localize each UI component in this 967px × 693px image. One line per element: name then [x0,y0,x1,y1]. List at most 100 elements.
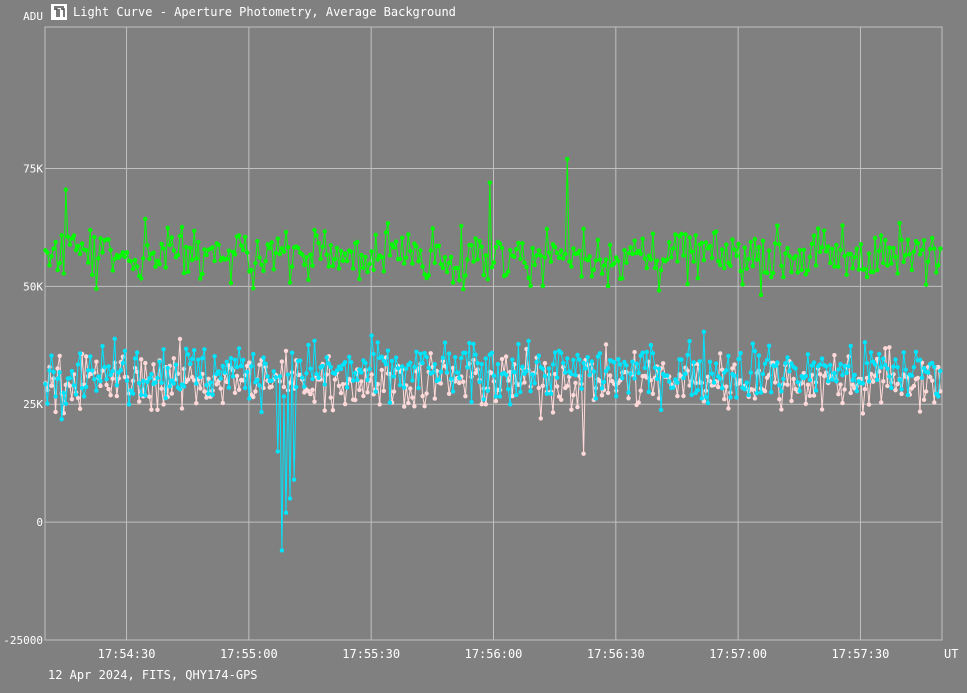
data-point [932,364,937,370]
data-point [177,387,183,392]
data-point [634,361,639,366]
data-point [679,231,684,236]
data-point [520,364,525,369]
data-point [163,265,168,270]
data-point [544,391,550,396]
data-point [585,258,590,263]
data-point [495,362,501,367]
data-point [679,357,684,362]
data-point [134,264,140,269]
series-3 [43,336,943,456]
data-point [190,374,195,380]
chart-title: Light Curve - Aperture Photometry, Avera… [73,5,456,19]
data-point [848,251,853,257]
data-point [911,365,917,370]
data-point [241,357,246,363]
data-point [848,390,853,396]
data-point [190,356,195,362]
data-point [371,267,376,272]
data-point [897,220,902,226]
data-point [687,338,692,344]
data-point [589,359,594,364]
data-point [923,389,929,394]
data-point [181,384,187,389]
data-point [63,401,68,406]
data-point [707,378,713,384]
data-point [473,370,478,376]
data-point [711,380,717,385]
data-point [771,270,776,276]
data-point [428,351,433,356]
data-point [850,378,855,383]
data-point [86,368,91,373]
data-point [232,252,238,257]
data-point [49,383,54,388]
data-point [803,401,808,406]
data-point [828,260,833,266]
data-point [930,235,935,241]
data-point [108,247,113,253]
data-point [365,377,370,383]
data-point [938,246,943,251]
data-point [289,264,295,269]
data-point [569,371,574,377]
data-point [53,239,58,245]
data-point [832,353,837,358]
data-point [400,364,405,369]
data-point [923,282,929,287]
data-point [410,261,415,266]
data-point [147,256,152,262]
data-point [147,394,152,399]
data-point [198,386,203,391]
data-point [881,356,886,361]
data-point [271,267,276,272]
data-point [750,263,755,269]
data-point [630,359,635,364]
data-point [155,258,160,263]
data-point [481,272,486,278]
data-point [685,281,690,287]
data-point [693,380,698,386]
data-point [605,390,611,396]
data-point [422,272,427,277]
data-point [750,341,755,346]
data-point [359,252,364,258]
data-point [159,380,164,385]
data-point [516,341,521,347]
data-point [705,400,711,406]
data-point [760,238,766,243]
data-point [887,245,892,250]
data-point [885,263,890,268]
data-point [347,354,352,360]
data-point [709,255,715,261]
data-point [277,374,283,379]
data-point [675,393,680,399]
data-point [660,361,666,366]
data-point [157,262,162,267]
data-point [603,342,609,347]
light-curve-icon[interactable] [51,4,67,20]
data-point [522,260,527,265]
data-point [817,249,823,255]
data-point [353,397,358,403]
data-point [593,396,598,401]
data-point [88,354,93,359]
data-point [756,245,762,250]
data-point [913,349,919,355]
data-point [342,401,348,407]
data-point [838,361,843,367]
x-axis-label: UT [944,647,958,661]
data-point [785,246,790,251]
data-point [866,402,872,407]
data-point [699,396,704,401]
data-point [536,385,541,391]
data-point [740,282,745,287]
data-point [540,283,545,289]
data-point [322,408,327,413]
data-point [77,406,83,411]
data-point [438,369,444,374]
data-point [875,377,880,382]
data-point [554,384,560,389]
data-point [840,400,845,406]
data-point [287,496,293,501]
